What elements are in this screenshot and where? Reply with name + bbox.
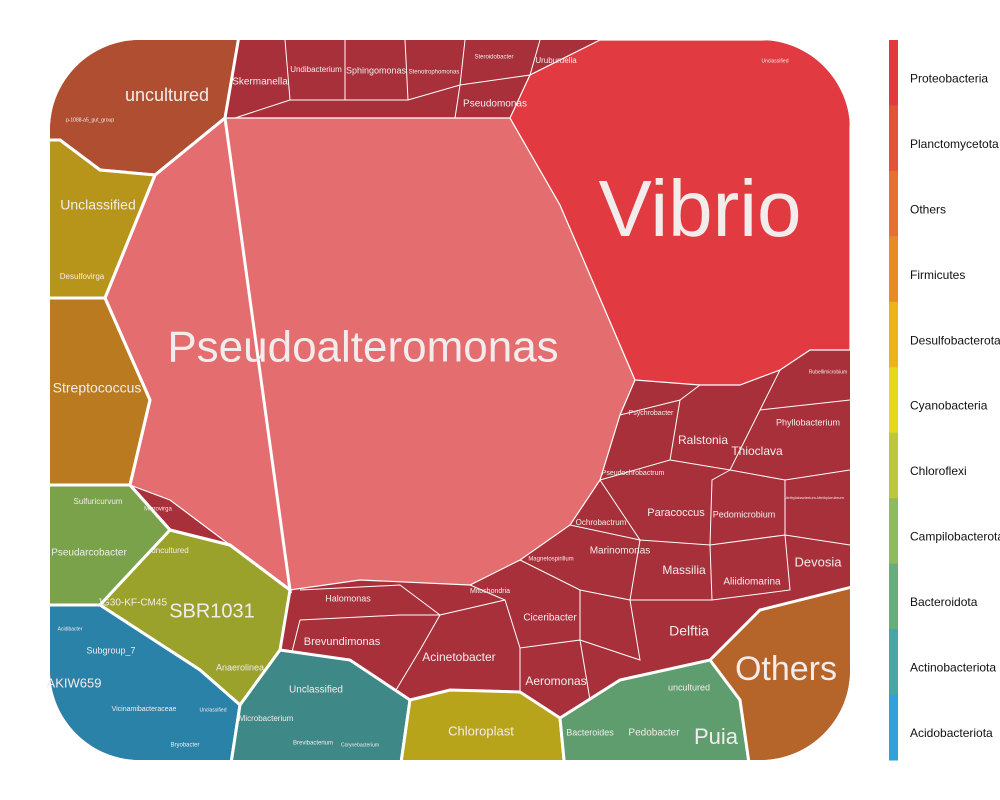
cell-label: Streptococcus — [53, 380, 142, 396]
legend-label: Desulfobacterota — [910, 333, 1000, 347]
cell-label: Mitochondria — [470, 588, 510, 595]
cell-label: Bacteroides — [566, 727, 614, 737]
legend-swatch — [889, 236, 898, 303]
cell-label: Methylobacterium-Methylorubrum — [784, 495, 844, 500]
cell-label: Brevundimonas — [304, 636, 381, 648]
cell-label: Microvirga — [144, 507, 172, 513]
cell-label: Puia — [694, 724, 739, 749]
cell-label: Others — [735, 650, 837, 688]
legend-label: Bacteroidota — [910, 595, 978, 609]
cell-label: Pedomicrobium — [713, 509, 776, 519]
cell-label: Bryobacter — [170, 743, 199, 749]
cell-label: Pseudomonas — [463, 99, 527, 110]
cell-label: Pedobacter — [628, 728, 680, 739]
cell-label: Steroidobacter — [474, 55, 513, 61]
cell-label: Subgroup_7 — [86, 645, 135, 655]
cell-label: Phyllobacterium — [776, 417, 840, 427]
legend-label: Firmicutes — [910, 268, 965, 282]
cell-label: Rubellimicrobium — [809, 369, 847, 375]
cell-label: Paracoccus — [647, 507, 705, 519]
cell — [104, 117, 636, 591]
legend-swatch — [889, 629, 898, 696]
cell-label: Thioclava — [731, 444, 783, 458]
cell-label: uncultured — [151, 546, 188, 555]
cell-label: Pseudoalteromonas — [167, 323, 558, 372]
cell — [708, 583, 850, 760]
cell-label: Acinetobacter — [422, 650, 495, 664]
cell-label: Magnetospirillum — [528, 557, 573, 563]
legend-label: Actinobacteriota — [910, 661, 996, 675]
cell-label: Aliidiomarina — [723, 577, 781, 588]
cell-label: Psychrobacter — [629, 410, 674, 417]
cell-label: Undibacterium — [290, 65, 342, 74]
legend-label: Others — [910, 202, 946, 216]
cell-label: Marinomonas — [590, 546, 651, 557]
cell-label: SBR1031 — [169, 600, 255, 622]
cell-label: Acidibacter — [58, 626, 83, 632]
legend-swatch — [889, 40, 898, 106]
cell-label: Unclassified — [60, 197, 135, 213]
cell-label: Sphingomonas — [346, 65, 407, 75]
cell-label: uncultured — [668, 682, 710, 692]
cell-label: Vicinamibacteraceae — [112, 706, 177, 713]
legend-label: Cyanobacteria — [910, 399, 988, 413]
cell-label: Unclassified — [762, 58, 789, 64]
cell-label: JG30-KF-CM45 — [97, 598, 167, 609]
cell-label: Pseudarcobacter — [51, 548, 127, 559]
cell-label: Skermanella — [232, 77, 288, 88]
cell-label: Microbacterium — [239, 714, 294, 723]
cell-dividers — [234, 40, 850, 701]
cell-label: Chloroplast — [448, 723, 514, 738]
cell — [398, 688, 567, 760]
legend-label: Planctomycetota — [910, 137, 999, 151]
cell-label: Unclassified — [200, 707, 227, 713]
cell-label: Brevibacterium — [293, 741, 333, 747]
group-border — [103, 115, 292, 594]
legend-swatch — [889, 170, 898, 237]
legend-swatch — [889, 105, 898, 172]
cell-label: Unclassified — [289, 685, 343, 696]
cell-label: Pseudochrobactrum — [602, 470, 665, 477]
legend: Proteobacteria Planctomycetota Others Firmi… — [889, 40, 1000, 761]
cell-label: Corynebacterium — [341, 742, 379, 748]
cell-label: Ciceribacter — [523, 613, 577, 624]
cells — [50, 40, 850, 760]
legend-swatch — [889, 367, 898, 434]
cell-label: Aeromonas — [525, 674, 586, 688]
legend-label: Chloroflexi — [910, 464, 967, 478]
cell-label: Uruburuella — [535, 56, 577, 65]
cell-label: Massilia — [662, 563, 706, 577]
cell — [509, 40, 850, 386]
legend-label: Campilobacterota — [910, 530, 1000, 544]
cell-label: p-1088-a5_gut_group — [66, 117, 114, 123]
cell-labels: Pseudoalteromonas Vibrio uncultured p-10… — [47, 55, 848, 749]
cell-label: Ralstonia — [678, 433, 728, 447]
cell-label: Sulfuricurvum — [74, 497, 123, 506]
legend-swatch — [889, 498, 898, 565]
legend-swatch — [889, 563, 898, 630]
legend-swatch — [889, 301, 898, 368]
cell-label: Vibrio — [598, 164, 801, 253]
cell-label: Desulfovirga — [60, 272, 105, 281]
cell-label: AKIW659 — [47, 675, 102, 690]
cell-label: Stenotrophomonas — [409, 70, 460, 76]
legend-swatch — [889, 694, 898, 761]
legend-swatch — [889, 432, 898, 499]
legend-label: Proteobacteria — [910, 71, 988, 85]
cell-label: Anaerolinea — [216, 662, 264, 672]
cell-label: Ochrobactrum — [576, 518, 627, 527]
cell-label: Devosia — [795, 554, 843, 569]
cell-label: uncultured — [125, 85, 209, 105]
legend-label: Acidobacteriota — [910, 726, 993, 740]
cell-label: Delftia — [669, 623, 709, 639]
cell-label: Halomonas — [325, 593, 371, 603]
